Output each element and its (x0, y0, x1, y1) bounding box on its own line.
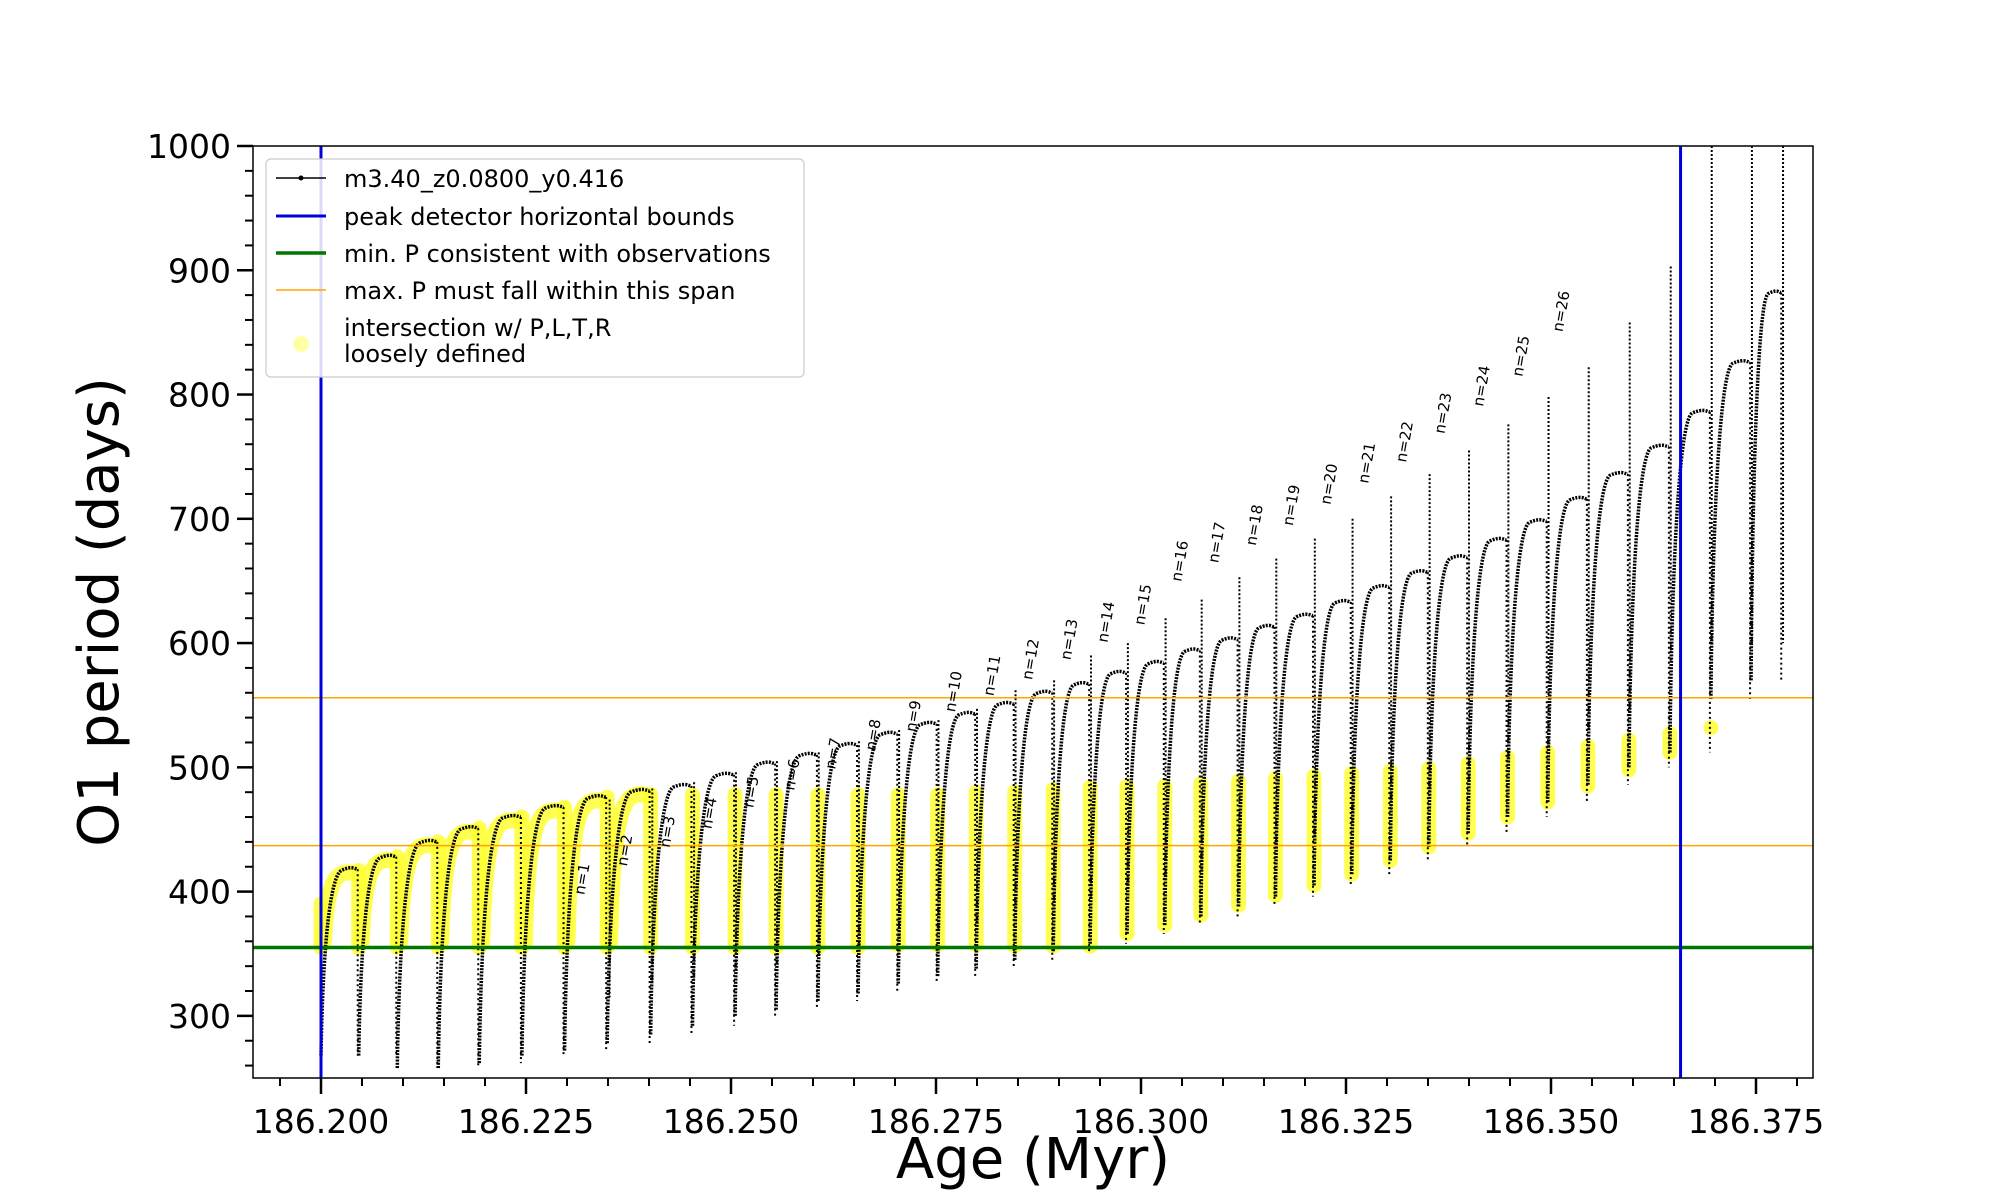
series-pulse (605, 787, 650, 1044)
series-pulse (436, 824, 479, 1069)
legend-swatch-intersection (293, 336, 309, 352)
series-pulse (1749, 289, 1782, 681)
pulse-annotation: n=3 (656, 815, 679, 849)
series-pulse (356, 853, 397, 1056)
series-pulse (319, 865, 358, 1056)
series-pulse (1012, 689, 1053, 960)
x-axis-label: Age (Myr) (896, 1127, 1170, 1192)
x-tick-label: 186.300 (1073, 1102, 1209, 1141)
series-pulse (1709, 358, 1751, 700)
series-pulse (856, 730, 898, 994)
plot-frame (252, 145, 1814, 1079)
x-tick-label: 186.200 (253, 1102, 389, 1141)
series-pulse (520, 803, 564, 1056)
x-tick-label: 186.275 (868, 1102, 1004, 1141)
series-pulse (896, 720, 937, 984)
legend-label-peak-bounds: peak detector horizontal bounds (344, 203, 735, 231)
series-pulse (733, 760, 776, 1016)
series-pulse (1505, 518, 1547, 818)
x-tick-label: 186.250 (663, 1102, 799, 1141)
series-pulse (562, 793, 607, 1051)
series-pulse (1273, 612, 1314, 897)
series-pulse (648, 782, 692, 1035)
y-tick-label: 900 (168, 251, 231, 290)
series-pulse (1427, 554, 1468, 847)
y-axis-label: O1 period (days) (67, 377, 132, 847)
series-pulse (1586, 470, 1629, 785)
legend-label-max-period: max. P must fall within this span (344, 277, 735, 305)
series-pulse (1199, 636, 1238, 917)
axes: 186.200 186.225 186.250 186.275 186.300 186.3… (147, 127, 1824, 1141)
series-pulse (1125, 659, 1165, 934)
series-pulse (1668, 408, 1711, 753)
series-pulse (1236, 623, 1275, 907)
x-tick-label: 186.225 (458, 1102, 594, 1141)
pulse-annotation: n=6 (780, 757, 803, 791)
y-tick-label: 800 (168, 376, 231, 415)
series-pulse (690, 771, 735, 1026)
x-tick-label: 186.350 (1483, 1102, 1619, 1141)
series-pulse (974, 700, 1014, 969)
y-tick-label: 1000 (147, 127, 231, 166)
reference-lines (253, 146, 1813, 1078)
pulse-annotation: n=5 (739, 775, 762, 809)
series-pulse (1088, 669, 1127, 944)
legend-label-intersection-line1: intersection w/ P,L,T,R (344, 314, 611, 342)
pulse-annotation: n=8 (862, 718, 885, 752)
series-pulse (1388, 568, 1429, 861)
y-tick-label: 500 (168, 748, 231, 787)
y-tick-label: 700 (168, 500, 231, 539)
pulse-annotation: n=1 (570, 862, 593, 896)
series-pulse (1312, 598, 1352, 886)
series-pulse (1627, 443, 1670, 768)
legend-box (265, 158, 805, 378)
series-pulse (477, 813, 522, 1064)
y-tick-label: 300 (168, 997, 231, 1036)
series-pulse (1545, 495, 1588, 803)
y-tick-label: 600 (168, 624, 231, 663)
legend-swatch-series-marker (298, 175, 304, 181)
legend-label-series: m3.40_z0.0800_y0.416 (344, 165, 624, 193)
pulse-annotation: n=7 (821, 736, 844, 770)
legend-label-min-period: min. P consistent with observations (344, 240, 771, 268)
series-pulse (1051, 680, 1090, 952)
pulse-annotation: n=2 (613, 833, 636, 867)
intersection-arc (602, 786, 655, 950)
series-pulse (395, 838, 438, 1069)
x-tick-label: 186.325 (1278, 1102, 1414, 1141)
series-pulse (816, 741, 858, 1001)
y-tick-label: 400 (168, 873, 231, 912)
pulse-annotation: n=4 (698, 796, 721, 830)
x-tick-label: 186.375 (1688, 1102, 1824, 1141)
series-pulse (774, 751, 818, 1010)
series-pulse (935, 710, 976, 977)
series-pulse (1466, 536, 1507, 834)
pulse-annotation: n=9 (902, 699, 925, 733)
series-curve (319, 146, 1785, 1069)
legend: m3.40_z0.0800_y0.416 peak detector horiz… (265, 158, 805, 378)
legend-label-intersection-line2: loosely defined (344, 340, 526, 368)
